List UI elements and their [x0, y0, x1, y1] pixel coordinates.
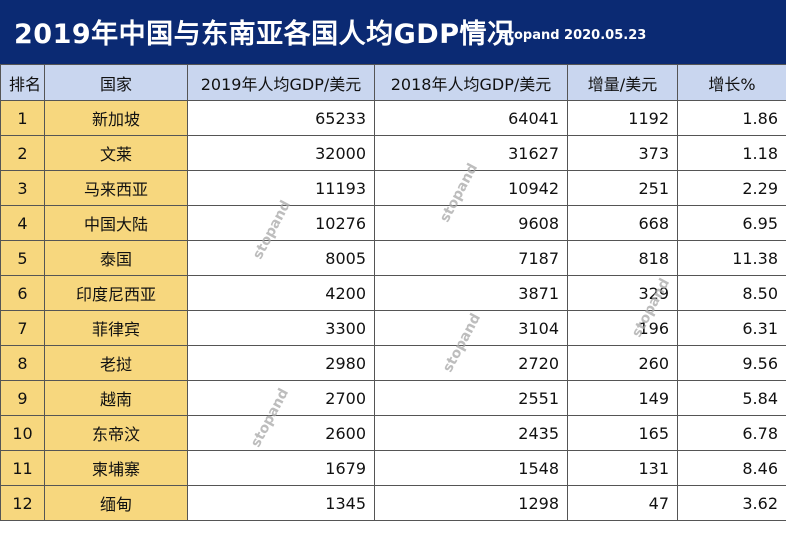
country-cell: 印度尼西亚 [44, 275, 188, 311]
table-row: 7 菲律宾 3300 3104 196 6.31 [0, 310, 786, 346]
table-row: 11 柬埔寨 1679 1548 131 8.46 [0, 450, 786, 486]
country-cell: 马来西亚 [44, 170, 188, 206]
gdp-2018-cell: 31627 [374, 135, 568, 171]
gdp-2018-cell: 10942 [374, 170, 568, 206]
table-row: 12 缅甸 1345 1298 47 3.62 [0, 485, 786, 521]
column-header-country: 国家 [44, 64, 188, 101]
table-row: 1 新加坡 65233 64041 1192 1.86 [0, 100, 786, 136]
growth-cell: 8.46 [677, 450, 786, 486]
growth-cell: 8.50 [677, 275, 786, 311]
column-header-rank: 排名 [0, 64, 45, 101]
rank-cell: 11 [0, 450, 45, 486]
increase-cell: 131 [567, 450, 678, 486]
growth-cell: 6.31 [677, 310, 786, 346]
gdp-2019-cell: 2700 [187, 380, 375, 416]
gdp-2019-cell: 11193 [187, 170, 375, 206]
gdp-2018-cell: 3871 [374, 275, 568, 311]
table-row: 10 东帝汶 2600 2435 165 6.78 [0, 415, 786, 451]
country-cell: 老挝 [44, 345, 188, 381]
gdp-2019-cell: 10276 [187, 205, 375, 241]
gdp-2018-cell: 64041 [374, 100, 568, 136]
gdp-2019-cell: 8005 [187, 240, 375, 276]
table-row: 2 文莱 32000 31627 373 1.18 [0, 135, 786, 171]
table-row: 5 泰国 8005 7187 818 11.38 [0, 240, 786, 276]
gdp-2019-cell: 4200 [187, 275, 375, 311]
country-cell: 泰国 [44, 240, 188, 276]
gdp-2018-cell: 9608 [374, 205, 568, 241]
gdp-2019-cell: 1345 [187, 485, 375, 521]
increase-cell: 196 [567, 310, 678, 346]
increase-cell: 47 [567, 485, 678, 521]
rank-cell: 9 [0, 380, 45, 416]
table-row: 3 马来西亚 11193 10942 251 2.29 [0, 170, 786, 206]
column-header-gdp-2018: 2018年人均GDP/美元 [374, 64, 568, 101]
table-row: 4 中国大陆 10276 9608 668 6.95 [0, 205, 786, 241]
page-title: 2019年中国与东南亚各国人均GDP情况 [14, 19, 515, 50]
column-header-gdp-2019: 2019年人均GDP/美元 [187, 64, 375, 101]
increase-cell: 165 [567, 415, 678, 451]
rank-cell: 8 [0, 345, 45, 381]
growth-cell: 11.38 [677, 240, 786, 276]
gdp-2018-cell: 2720 [374, 345, 568, 381]
gdp-2019-cell: 1679 [187, 450, 375, 486]
table-row: 9 越南 2700 2551 149 5.84 [0, 380, 786, 416]
gdp-2019-cell: 2600 [187, 415, 375, 451]
table-body: 1 新加坡 65233 64041 1192 1.86 2 文莱 32000 31627 373 1.… [0, 100, 786, 521]
increase-cell: 251 [567, 170, 678, 206]
rank-cell: 6 [0, 275, 45, 311]
growth-cell: 2.29 [677, 170, 786, 206]
rank-cell: 7 [0, 310, 45, 346]
header-row: 排名 国家 2019年人均GDP/美元 2018年人均GDP/美元 增量/美元 … [0, 64, 786, 101]
growth-cell: 6.95 [677, 205, 786, 241]
gdp-2018-cell: 2435 [374, 415, 568, 451]
country-cell: 东帝汶 [44, 415, 188, 451]
gdp-2018-cell: 1298 [374, 485, 568, 521]
gdp-2018-cell: 2551 [374, 380, 568, 416]
rank-cell: 10 [0, 415, 45, 451]
country-cell: 文莱 [44, 135, 188, 171]
author-date-credit: stopand 2020.05.23 [500, 28, 647, 43]
title-banner: 2019年中国与东南亚各国人均GDP情况 stopand 2020.05.23 [0, 0, 786, 64]
growth-cell: 6.78 [677, 415, 786, 451]
gdp-2019-cell: 65233 [187, 100, 375, 136]
gdp-2019-cell: 32000 [187, 135, 375, 171]
gdp-table: 排名 国家 2019年人均GDP/美元 2018年人均GDP/美元 增量/美元 … [0, 64, 786, 521]
increase-cell: 1192 [567, 100, 678, 136]
table-header: 排名 国家 2019年人均GDP/美元 2018年人均GDP/美元 增量/美元 … [0, 64, 786, 101]
gdp-2018-cell: 1548 [374, 450, 568, 486]
gdp-2019-cell: 2980 [187, 345, 375, 381]
growth-cell: 1.86 [677, 100, 786, 136]
growth-cell: 9.56 [677, 345, 786, 381]
table-row: 8 老挝 2980 2720 260 9.56 [0, 345, 786, 381]
increase-cell: 818 [567, 240, 678, 276]
rank-cell: 5 [0, 240, 45, 276]
country-cell: 新加坡 [44, 100, 188, 136]
growth-cell: 3.62 [677, 485, 786, 521]
country-cell: 中国大陆 [44, 205, 188, 241]
rank-cell: 1 [0, 100, 45, 136]
increase-cell: 149 [567, 380, 678, 416]
rank-cell: 2 [0, 135, 45, 171]
growth-cell: 5.84 [677, 380, 786, 416]
increase-cell: 329 [567, 275, 678, 311]
table-row: 6 印度尼西亚 4200 3871 329 8.50 [0, 275, 786, 311]
gdp-2018-cell: 3104 [374, 310, 568, 346]
country-cell: 菲律宾 [44, 310, 188, 346]
country-cell: 柬埔寨 [44, 450, 188, 486]
column-header-growth: 增长% [677, 64, 786, 101]
increase-cell: 668 [567, 205, 678, 241]
gdp-2019-cell: 3300 [187, 310, 375, 346]
growth-cell: 1.18 [677, 135, 786, 171]
rank-cell: 12 [0, 485, 45, 521]
gdp-2018-cell: 7187 [374, 240, 568, 276]
increase-cell: 260 [567, 345, 678, 381]
rank-cell: 4 [0, 205, 45, 241]
country-cell: 越南 [44, 380, 188, 416]
country-cell: 缅甸 [44, 485, 188, 521]
increase-cell: 373 [567, 135, 678, 171]
rank-cell: 3 [0, 170, 45, 206]
column-header-increase: 增量/美元 [567, 64, 678, 101]
